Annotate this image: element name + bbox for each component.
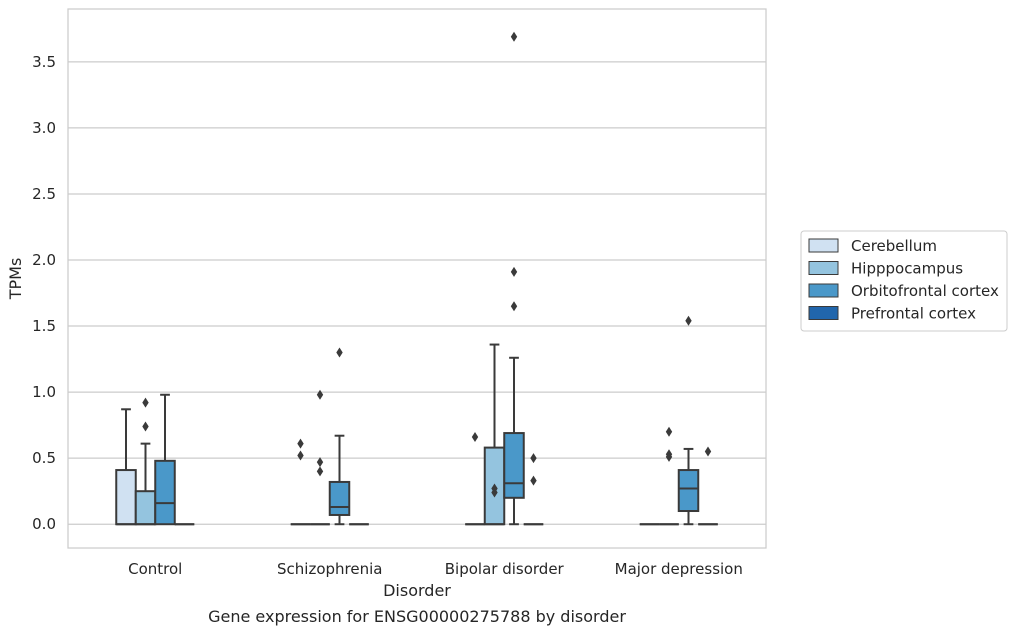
- box-plot: [465, 432, 485, 526]
- outlier-point: [297, 438, 304, 449]
- box: [503, 432, 525, 499]
- x-axis-label: Disorder: [383, 581, 451, 600]
- outlier-point: [336, 347, 343, 358]
- y-tick-label: 1.0: [32, 383, 56, 401]
- box-plot: [328, 347, 351, 526]
- legend-label: Hipppocampus: [851, 260, 963, 278]
- box-groups: [115, 31, 718, 526]
- x-tick-label: Schizophrenia: [277, 560, 382, 578]
- chart-title: Gene expression for ENSG00000275788 by d…: [208, 607, 626, 626]
- box-plot: [290, 438, 311, 526]
- y-tick-label: 2.5: [32, 185, 56, 203]
- outlier-point: [685, 315, 692, 326]
- plot-frame: [67, 8, 767, 549]
- box-plot: [698, 446, 718, 526]
- outlier-point: [530, 475, 537, 486]
- x-tick-label: Bipolar disorder: [445, 560, 565, 578]
- outlier-point: [510, 31, 518, 42]
- outlier-point: [665, 426, 673, 437]
- box-plot: [154, 393, 176, 526]
- box: [328, 480, 351, 516]
- y-tick-label: 1.5: [32, 317, 56, 335]
- box-plot: [677, 315, 700, 526]
- box-plot: [503, 31, 525, 526]
- legend-label: Prefrontal cortex: [851, 305, 976, 323]
- y-tick-label: 3.5: [32, 53, 56, 71]
- box-plot: [483, 343, 506, 526]
- x-tick-label: Control: [128, 560, 182, 578]
- outlier-point: [510, 301, 518, 312]
- outlier-point: [510, 266, 518, 277]
- box: [677, 469, 700, 513]
- box: [115, 469, 137, 526]
- box-plot: [523, 453, 544, 526]
- gridlines: [68, 61, 766, 525]
- y-tick-label: 2.0: [32, 251, 56, 269]
- box-plot: [310, 389, 330, 526]
- legend-swatch: [808, 306, 839, 320]
- legend-swatch: [808, 283, 839, 298]
- box-plot: [134, 397, 157, 526]
- outlier-point: [316, 389, 324, 400]
- y-axis-label: TPMs: [6, 258, 25, 301]
- legend-swatch: [808, 261, 839, 275]
- outlier-point: [665, 451, 673, 462]
- box-plot: [115, 408, 137, 526]
- outlier-point: [142, 397, 149, 408]
- legend-swatch: [808, 238, 839, 253]
- legend: Cerebellum Hipppocampus Orbitofrontal cort…: [800, 230, 1008, 332]
- x-tick-label: Major depression: [615, 560, 743, 578]
- y-tick-label: 0.0: [32, 515, 56, 533]
- box: [154, 459, 176, 526]
- outlier-point: [704, 446, 712, 457]
- legend-label: Cerebellum: [851, 237, 937, 255]
- y-tick-label: 0.5: [32, 449, 56, 467]
- box-plot: [659, 426, 679, 526]
- outlier-point: [491, 487, 498, 498]
- outlier-point: [142, 421, 149, 432]
- x-tick-labels: Control Schizophrenia Bipolar disorder Majo…: [128, 560, 743, 578]
- outlier-point: [316, 466, 324, 477]
- y-tick-labels: 0.0 0.5 1.0 1.5 2.0 2.5 3.0 3.5: [32, 53, 56, 533]
- outlier-point: [471, 432, 479, 443]
- y-tick-label: 3.0: [32, 119, 56, 137]
- box: [134, 490, 157, 526]
- outlier-point: [530, 453, 537, 464]
- outlier-point: [297, 450, 304, 461]
- outlier-point: [316, 457, 324, 468]
- legend-label: Orbitofrontal cortex: [851, 282, 999, 300]
- legend-frame: [800, 230, 1008, 332]
